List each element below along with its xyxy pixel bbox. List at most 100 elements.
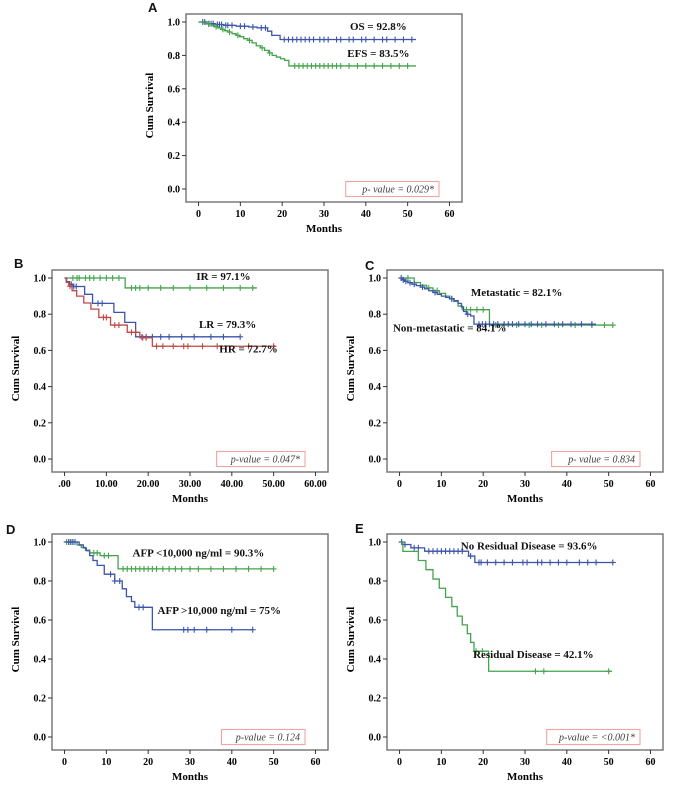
- x-tick-label: 0: [62, 757, 67, 768]
- y-tick-label: 0.6: [168, 84, 181, 95]
- y-tick-label: 1.0: [34, 274, 47, 285]
- y-tick-label: 0.8: [34, 577, 47, 588]
- x-tick-label: 30.00: [179, 479, 202, 490]
- y-tick-label: 0.0: [34, 455, 47, 466]
- x-axis-title: Months: [172, 493, 209, 505]
- y-tick-label: 0.0: [168, 185, 181, 196]
- y-tick-label: 0.2: [369, 694, 382, 705]
- y-tick-label: 0.4: [369, 655, 382, 666]
- x-tick-label: 20: [143, 757, 153, 768]
- series-label-hr: HR = 72.7%: [219, 344, 278, 356]
- series-label-os: OS = 92.8%: [350, 21, 407, 33]
- x-tick-label: 0: [397, 479, 402, 490]
- plot-border: [386, 269, 664, 473]
- x-tick-label: 50: [403, 209, 413, 220]
- y-tick-label: 0.8: [168, 51, 181, 62]
- panel-E: E 0.0 0.2 0.4 0.6 0.8 1.0 0 10 20 30 40 50 60 Months C…: [341, 520, 675, 798]
- survival-chart-afp: 0.0 0.2 0.4 0.6 0.8 1.0 0 10 20 30 40 50 60 Months Cum…: [10, 533, 329, 783]
- y-axis-title: Cum Survival: [144, 73, 156, 139]
- survival-chart-residual-disease: 0.0 0.2 0.4 0.6 0.8 1.0 0 10 20 30 40 50 60 Months Cum…: [345, 533, 664, 783]
- x-tick-label: 20: [478, 479, 488, 490]
- series-label-afp-high: AFP >10,000 ng/ml = 75%: [158, 605, 281, 617]
- series-label-non-metastatic: Non-metastatic = 84.1%: [393, 322, 507, 334]
- y-tick-label: 0.6: [34, 346, 47, 357]
- p-value-box: [345, 180, 440, 198]
- y-tick-label: 1.0: [168, 18, 181, 29]
- y-tick-label: 0.0: [369, 733, 382, 744]
- x-tick-label: 20: [478, 757, 488, 768]
- survival-curve-afp-high: [64, 541, 253, 631]
- x-tick-label: 40: [361, 209, 371, 220]
- p-value-text: p- value = 0.029*: [361, 185, 434, 196]
- x-tick-label: 60: [645, 757, 655, 768]
- series-label-residual-disease: Residual Disease = 42.1%: [473, 649, 594, 661]
- x-tick-label: 10: [436, 479, 446, 490]
- panel-C: C 0.0 0.2 0.4 0.6 0.8 1.0 0 10 20 30 40 50 60 Months C…: [341, 256, 675, 520]
- x-tick-label: 30: [520, 479, 530, 490]
- y-axis-title: Cum Survival: [345, 336, 357, 402]
- x-tick-label: 30: [520, 757, 530, 768]
- survival-chart-metastasis: 0.0 0.2 0.4 0.6 0.8 1.0 0 10 20 30 40 50 60 Months Cum…: [345, 269, 664, 505]
- p-value-box: [546, 728, 641, 746]
- x-tick-label: 20.00: [137, 479, 160, 490]
- x-tick-label: 10.00: [95, 479, 118, 490]
- y-tick-label: 0.4: [34, 655, 47, 666]
- y-tick-label: 0.2: [34, 418, 47, 429]
- x-tick-label: 40.00: [221, 479, 244, 490]
- y-axis-title: Cum Survival: [345, 607, 357, 673]
- x-tick-label: 50: [269, 757, 279, 768]
- y-tick-label: 0.8: [369, 310, 382, 321]
- x-tick-label: 30: [185, 757, 195, 768]
- y-tick-label: 0.0: [369, 455, 382, 466]
- survival-chart-overall: 0.0 0.2 0.4 0.6 0.8 1.0 0 10 20 30 40 50 60 Months Cum…: [144, 13, 463, 235]
- x-tick-label: 10: [436, 757, 446, 768]
- p-value-box: [220, 728, 306, 746]
- x-tick-label: 60: [645, 479, 655, 490]
- y-tick-label: 1.0: [369, 274, 382, 285]
- x-axis-title: Months: [306, 223, 343, 235]
- y-tick-label: 0.2: [34, 694, 47, 705]
- x-axis-title: Months: [172, 771, 209, 783]
- y-tick-label: 0.4: [168, 118, 181, 129]
- panel-A: A 0.0 0.2 0.4 0.6 0.8 1.0 0 10 20 30 40 50 60 Months C…: [140, 0, 474, 250]
- panel-B: B 0.0 0.2 0.4 0.6 0.8 1.0 .00 10.00 20.00 30.00 40…: [6, 256, 340, 520]
- y-axis-title: Cum Survival: [10, 336, 22, 402]
- x-tick-label: 50: [604, 479, 614, 490]
- plot-border: [386, 533, 664, 751]
- panel-letter-D: D: [6, 522, 16, 537]
- panel-D: D 0.0 0.2 0.4 0.6 0.8 1.0 0 10 20 30 40 50 60 Months C…: [6, 520, 340, 798]
- p-value-box: [551, 450, 641, 468]
- p-value-text: p-value = <0.001*: [558, 733, 635, 744]
- x-tick-label: .00: [58, 479, 71, 490]
- series-label-no-residual-disease: No Residual Disease = 93.6%: [461, 540, 598, 552]
- y-tick-label: 1.0: [34, 538, 47, 549]
- series-label-afp-low: AFP <10,000 ng/ml = 90.3%: [133, 548, 265, 560]
- survival-curve-lr: [64, 277, 241, 338]
- x-tick-label: 60: [310, 757, 320, 768]
- plot-border: [51, 269, 329, 473]
- x-tick-label: 30: [319, 209, 329, 220]
- series-label-efs: EFS = 83.5%: [347, 48, 409, 60]
- y-tick-label: 1.0: [369, 538, 382, 549]
- series-label-ir: IR = 97.1%: [196, 271, 250, 283]
- survival-curve-residual-disease: [399, 541, 612, 672]
- y-tick-label: 0.6: [369, 346, 382, 357]
- panel-letter-E: E: [355, 521, 364, 536]
- x-tick-label: 40: [227, 757, 237, 768]
- series-label-metastatic: Metastatic = 82.1%: [471, 287, 562, 299]
- y-tick-label: 0.6: [369, 616, 382, 627]
- x-tick-label: 60: [444, 209, 454, 220]
- panel-letter-A: A: [148, 0, 158, 15]
- y-tick-label: 0.4: [369, 382, 382, 393]
- x-tick-label: 20: [277, 209, 287, 220]
- y-axis-title: Cum Survival: [10, 607, 22, 673]
- y-tick-label: 0.2: [369, 418, 382, 429]
- x-tick-label: 40: [562, 479, 572, 490]
- y-tick-label: 0.4: [34, 382, 47, 393]
- x-tick-label: 0: [196, 209, 201, 220]
- survival-curve-hr: [64, 277, 274, 347]
- y-tick-label: 0.2: [168, 151, 181, 162]
- p-value-box: [216, 450, 306, 468]
- x-tick-label: 40: [562, 757, 572, 768]
